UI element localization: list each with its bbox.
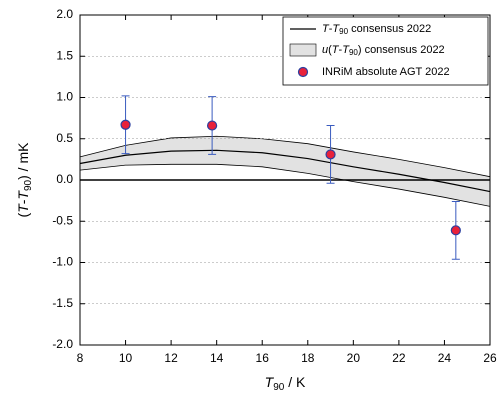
- legend-part: (: [328, 44, 332, 56]
- band-edge: [79, 163, 491, 207]
- x-tick-label: 24: [438, 351, 452, 365]
- legend-part: T: [332, 44, 340, 56]
- consensus-line: [79, 149, 491, 193]
- y-label-part: (: [15, 212, 31, 217]
- y-axis-label: (T-T90) / mK: [15, 142, 34, 218]
- x-tick-label: 8: [77, 351, 84, 365]
- legend-part: T: [322, 23, 330, 35]
- legend-label: INRiM absolute AGT 2022: [322, 66, 450, 78]
- x-tick-label: 18: [301, 351, 315, 365]
- y-label-part: T: [15, 203, 31, 213]
- y-tick-label: 0.0: [56, 172, 73, 186]
- legend-part: T: [332, 23, 340, 35]
- legend-part: consensus 2022: [348, 23, 431, 35]
- plot-frame: [79, 14, 491, 346]
- y-tick-label: 2.0: [56, 7, 73, 21]
- x-label-part: / K: [284, 374, 306, 390]
- x-tick-label: 20: [347, 351, 361, 365]
- legend: T-T90 consensus 2022 u(T-T90) consensus …: [282, 16, 489, 86]
- y-tick-label: -2.0: [52, 337, 73, 351]
- legend-marker: [297, 66, 309, 78]
- legend-label: u(T-T90) consensus 2022: [322, 44, 445, 57]
- y-tick-label: 1.0: [56, 90, 73, 104]
- x-axis-label: T90 / K: [265, 374, 306, 393]
- legend-part: T: [342, 44, 350, 56]
- x-tick-label: 26: [483, 351, 497, 365]
- x-tick-label: 12: [164, 351, 178, 365]
- data-point: [207, 120, 218, 131]
- data-point: [450, 225, 461, 236]
- y-label-sub: 90: [23, 179, 34, 191]
- y-tick-label: -1.0: [52, 255, 73, 269]
- legend-box: [282, 16, 489, 86]
- legend-part: -: [329, 23, 333, 35]
- y-label-part: ) / mK: [15, 142, 31, 180]
- data-point: [325, 149, 336, 160]
- legend-part: u: [322, 44, 328, 56]
- x-tick-label: 16: [256, 351, 270, 365]
- y-label-part: T: [15, 190, 31, 200]
- legend-sub: 90: [349, 48, 358, 57]
- data-point: [120, 119, 131, 130]
- x-label-sub: 90: [273, 382, 285, 393]
- legend-label: T-T90 consensus 2022: [322, 23, 431, 36]
- x-tick-label: 14: [210, 351, 224, 365]
- legend-swatch: [289, 43, 317, 57]
- y-tick-label: -1.5: [52, 296, 73, 310]
- uncertainty-band: [80, 136, 490, 207]
- legend-part: ) consensus 2022: [358, 44, 445, 56]
- y-label-part: -: [15, 199, 31, 204]
- y-tick-label: 1.5: [56, 48, 73, 62]
- x-label-part: T: [265, 374, 275, 390]
- x-tick-label: 22: [392, 351, 406, 365]
- legend-part: -: [339, 44, 343, 56]
- legend-sub: 90: [339, 27, 348, 36]
- x-tick-label: 10: [119, 351, 133, 365]
- band-edge: [79, 135, 491, 178]
- y-tick-label: -0.5: [52, 213, 73, 227]
- y-tick-label: 0.5: [56, 131, 73, 145]
